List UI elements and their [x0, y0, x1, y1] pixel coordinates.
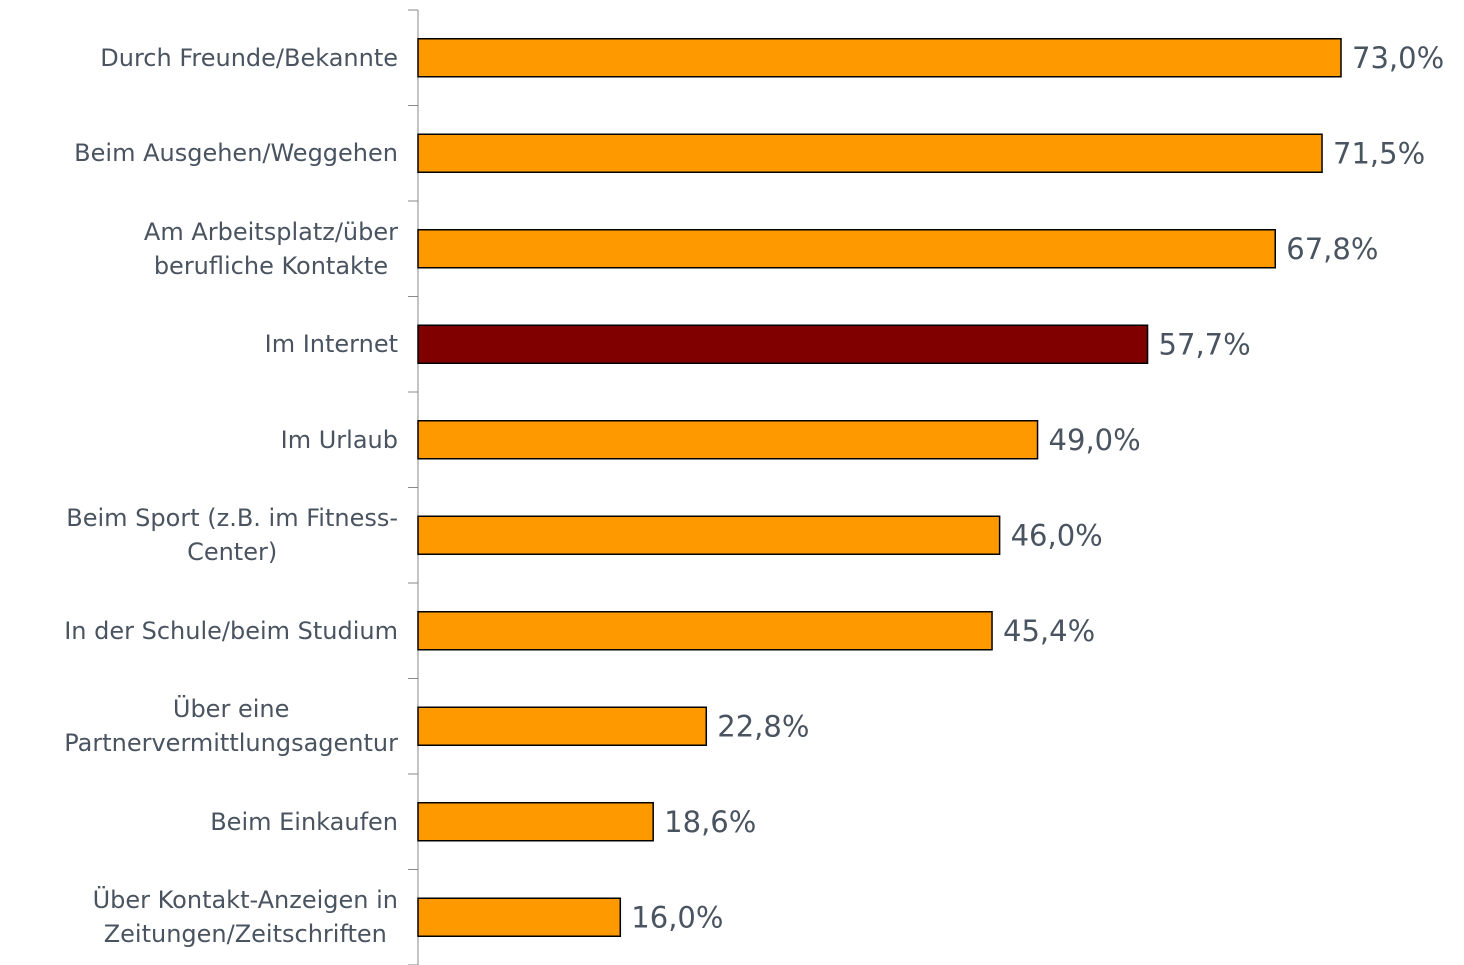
category-label-box: Im Urlaub — [0, 392, 398, 488]
category-label-box: Durch Freunde/Bekannte — [0, 10, 398, 106]
category-label: Beim Einkaufen — [210, 807, 398, 836]
category-label: Beim Sport (z.B. im Fitness- Center) — [66, 504, 398, 567]
data-label: 16,0% — [631, 900, 723, 934]
category-label-box: Im Internet — [0, 297, 398, 393]
category-label: Im Urlaub — [280, 425, 398, 454]
bar — [417, 420, 1039, 460]
category-label-box: Über Kontakt-Anzeigen in Zeitungen/Zeits… — [0, 870, 398, 965]
data-label: 57,7% — [1159, 327, 1251, 361]
category-label-box: Beim Einkaufen — [0, 774, 398, 870]
bar — [417, 38, 1342, 78]
data-label: 71,5% — [1333, 136, 1425, 170]
bar — [417, 229, 1277, 269]
category-label: Durch Freunde/Bekannte — [100, 43, 398, 72]
data-label: 67,8% — [1286, 232, 1378, 266]
bar — [417, 133, 1323, 173]
bar — [417, 897, 622, 937]
data-label: 73,0% — [1352, 41, 1444, 75]
data-label: 46,0% — [1011, 518, 1103, 552]
category-label: Im Internet — [264, 330, 398, 359]
category-label: In der Schule/beim Studium — [64, 616, 398, 645]
category-label-box: Beim Ausgehen/Weggehen — [0, 106, 398, 202]
bar — [417, 324, 1149, 364]
data-label: 18,6% — [664, 805, 756, 839]
bar — [417, 706, 708, 746]
data-label: 22,8% — [717, 709, 809, 743]
category-label: Am Arbeitsplatz/über berufliche Kontakte — [143, 217, 398, 280]
category-label: Über Kontakt-Anzeigen in Zeitungen/Zeits… — [92, 886, 398, 949]
category-label-box: Über eine Partnervermittlungsagentur — [0, 679, 398, 775]
category-label: Beim Ausgehen/Weggehen — [74, 139, 398, 168]
category-label-box: In der Schule/beim Studium — [0, 583, 398, 679]
category-label-box: Am Arbeitsplatz/über berufliche Kontakte — [0, 201, 398, 297]
bar — [417, 611, 993, 651]
data-label: 45,4% — [1003, 614, 1095, 648]
data-label: 49,0% — [1049, 423, 1141, 457]
category-label: Über eine Partnervermittlungsagentur — [64, 695, 398, 758]
bar — [417, 802, 654, 842]
bar — [417, 515, 1001, 555]
category-label-box: Beim Sport (z.B. im Fitness- Center) — [0, 488, 398, 584]
